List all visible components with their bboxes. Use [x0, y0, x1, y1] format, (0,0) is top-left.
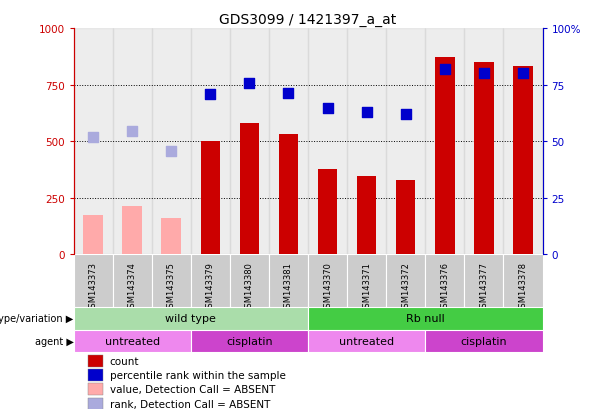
Bar	[240, 124, 259, 255]
Text: GSM143373: GSM143373	[89, 261, 97, 312]
Bar	[347, 29, 386, 255]
Bar	[357, 177, 376, 255]
Text: wild type: wild type	[166, 313, 216, 323]
Bar	[474, 63, 493, 255]
Bar	[88, 355, 102, 367]
Bar	[200, 142, 220, 255]
Bar	[230, 255, 269, 307]
Point	[322, 106, 332, 112]
Bar	[83, 215, 103, 255]
Point	[440, 66, 450, 73]
Point	[518, 71, 528, 77]
Text: genotype/variation ▶: genotype/variation ▶	[0, 313, 74, 323]
Text: untreated: untreated	[105, 336, 160, 346]
Bar	[347, 255, 386, 307]
Text: rank, Detection Call = ABSENT: rank, Detection Call = ABSENT	[110, 399, 270, 409]
Point	[401, 112, 411, 118]
Bar	[191, 330, 308, 352]
Bar	[88, 383, 102, 395]
Bar	[269, 255, 308, 307]
Bar	[503, 255, 543, 307]
Bar	[74, 330, 191, 352]
Bar	[308, 330, 425, 352]
Text: cisplatin: cisplatin	[460, 336, 507, 346]
Point	[284, 90, 294, 97]
Text: GSM143372: GSM143372	[402, 261, 410, 312]
Bar	[88, 369, 102, 381]
Text: GSM143374: GSM143374	[128, 261, 137, 312]
Bar	[308, 29, 347, 255]
Bar	[465, 255, 503, 307]
Bar	[425, 255, 465, 307]
Text: Rb null: Rb null	[406, 313, 444, 323]
Point	[245, 81, 254, 88]
Bar	[113, 29, 152, 255]
Text: GSM143371: GSM143371	[362, 261, 371, 312]
Bar	[74, 255, 113, 307]
Bar	[386, 29, 425, 255]
Bar	[74, 307, 308, 330]
Point	[88, 134, 98, 141]
Point	[128, 128, 137, 135]
Bar	[318, 170, 337, 255]
Bar	[425, 330, 543, 352]
Text: GSM143379: GSM143379	[206, 261, 215, 312]
Bar	[308, 307, 543, 330]
Bar	[230, 29, 269, 255]
Point	[362, 109, 371, 116]
Bar	[113, 255, 152, 307]
Bar	[386, 255, 425, 307]
Text: GSM143370: GSM143370	[323, 261, 332, 312]
Bar	[269, 29, 308, 255]
Text: GSM143378: GSM143378	[519, 261, 527, 312]
Bar	[279, 135, 299, 255]
Bar	[152, 255, 191, 307]
Point	[205, 91, 215, 98]
Bar	[191, 255, 230, 307]
Bar	[425, 29, 465, 255]
Text: GSM143380: GSM143380	[245, 261, 254, 312]
Text: agent ▶: agent ▶	[35, 336, 74, 346]
Bar	[396, 180, 416, 255]
Bar	[513, 67, 533, 255]
Point	[166, 149, 176, 155]
Text: GSM143381: GSM143381	[284, 261, 293, 312]
Text: percentile rank within the sample: percentile rank within the sample	[110, 370, 286, 380]
Title: GDS3099 / 1421397_a_at: GDS3099 / 1421397_a_at	[219, 12, 397, 26]
Text: value, Detection Call = ABSENT: value, Detection Call = ABSENT	[110, 384, 275, 394]
Bar	[503, 29, 543, 255]
Bar	[123, 206, 142, 255]
Bar	[152, 29, 191, 255]
Text: GSM143375: GSM143375	[167, 261, 176, 312]
Text: GSM143377: GSM143377	[479, 261, 489, 312]
Text: count: count	[110, 356, 139, 366]
Bar	[191, 29, 230, 255]
Bar	[74, 29, 113, 255]
Bar	[88, 398, 102, 411]
Text: untreated: untreated	[339, 336, 394, 346]
Bar	[435, 58, 455, 255]
Bar	[161, 218, 181, 255]
Bar	[465, 29, 503, 255]
Text: cisplatin: cisplatin	[226, 336, 273, 346]
Bar	[308, 255, 347, 307]
Text: GSM143376: GSM143376	[440, 261, 449, 312]
Point	[479, 71, 489, 77]
